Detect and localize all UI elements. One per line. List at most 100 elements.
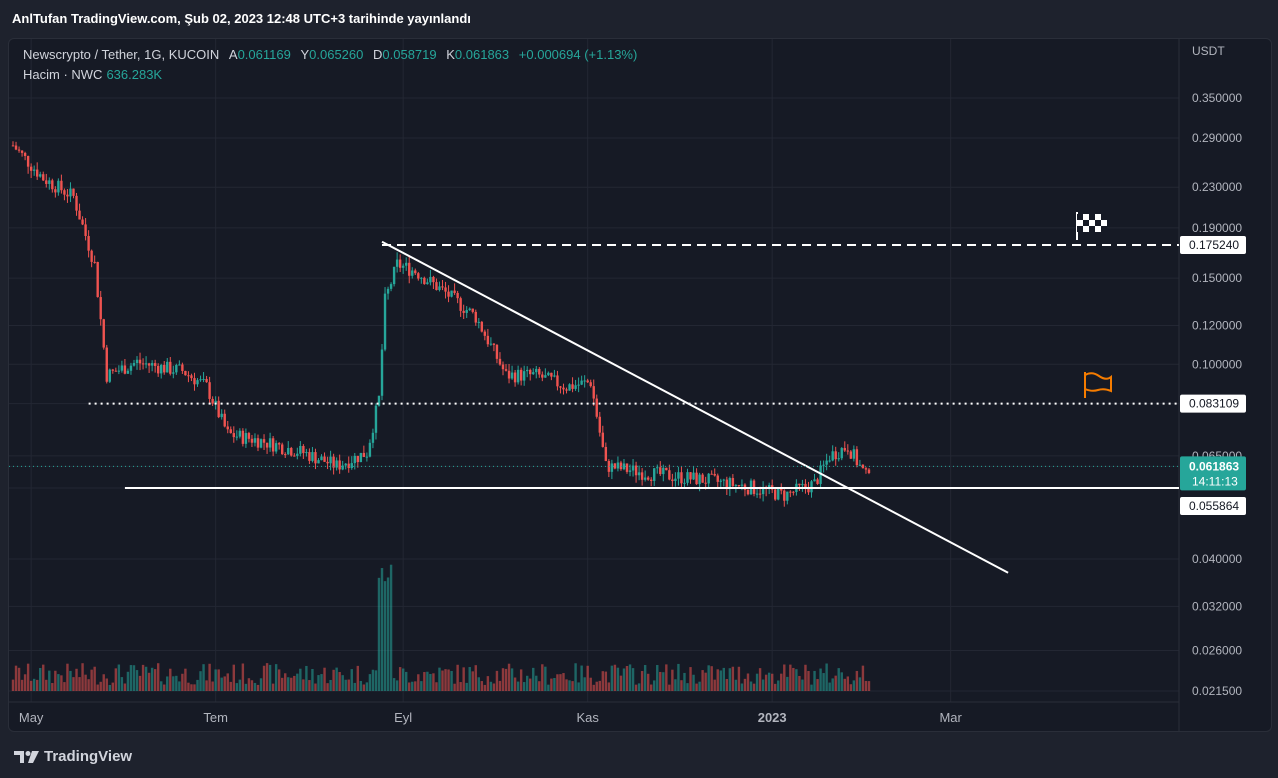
- volume-bar: [135, 670, 139, 691]
- candle-body: [837, 458, 840, 460]
- volume-bar: [371, 669, 375, 691]
- candle-body: [486, 335, 490, 345]
- candle-body: [17, 149, 21, 151]
- candle-body: [350, 463, 353, 469]
- candle-body: [226, 426, 229, 430]
- volume-bar: [792, 667, 795, 691]
- volume-bar: [356, 665, 360, 691]
- volume-bar: [562, 673, 565, 691]
- candle-body: [268, 438, 272, 448]
- candle-body: [447, 291, 450, 297]
- candle-body: [386, 288, 390, 294]
- candle-body: [280, 444, 284, 455]
- candle-body: [525, 369, 529, 372]
- volume-bar: [656, 665, 659, 691]
- candle-body: [96, 261, 99, 298]
- volume-bar: [471, 671, 474, 691]
- candle-body: [163, 364, 166, 373]
- volume-bar: [510, 668, 514, 691]
- volume-legend[interactable]: Hacim · NWC 636.283K: [23, 67, 162, 82]
- volume-bar: [277, 669, 281, 691]
- candle-body: [274, 443, 278, 452]
- candle-body: [662, 467, 665, 475]
- candle-body: [202, 378, 205, 380]
- volume-bar: [296, 673, 299, 691]
- tradingview-logo[interactable]: TradingView: [14, 748, 132, 765]
- volume-bar: [686, 683, 689, 691]
- checkered-flag-icon: [1077, 214, 1107, 232]
- candle-body: [187, 375, 190, 377]
- candle-body: [689, 472, 692, 480]
- candle-body: [329, 456, 332, 464]
- candle-body: [420, 277, 423, 279]
- volume-bar: [205, 680, 208, 691]
- volume-bar: [677, 663, 680, 691]
- volume-bar: [522, 682, 526, 691]
- candle-body: [810, 481, 813, 493]
- symbol-legend[interactable]: Newscrypto / Tether, 1G, KUCOIN A0.06116…: [23, 47, 637, 62]
- candle-body: [507, 370, 511, 379]
- volume-bar: [843, 678, 846, 691]
- volume-bar: [447, 669, 450, 691]
- candle-body: [35, 169, 39, 177]
- support-high-price-label: 0.083109: [1189, 397, 1239, 411]
- volume-bar: [323, 667, 326, 691]
- volume-bar: [93, 666, 96, 691]
- price-tick-label: 0.190000: [1192, 221, 1242, 235]
- volume-bar: [411, 681, 414, 691]
- candle-body: [29, 166, 33, 171]
- candle-body: [610, 463, 614, 472]
- candle-body: [774, 489, 777, 500]
- volume-bar: [574, 663, 577, 691]
- candle-body: [725, 479, 729, 489]
- checkered-flag-icon: [1077, 214, 1083, 220]
- volume-bar: [598, 680, 601, 691]
- candle-body: [846, 450, 850, 452]
- volume-bar: [450, 670, 453, 691]
- volume-bar: [284, 673, 287, 691]
- candle-body: [683, 482, 686, 484]
- volume-bar: [20, 679, 24, 691]
- candle-body: [314, 452, 317, 464]
- volume-bar: [144, 666, 148, 691]
- candle-body: [801, 483, 804, 486]
- candle-body: [532, 372, 535, 375]
- candle-body: [120, 365, 124, 371]
- candle-body: [704, 482, 707, 484]
- volume-bar: [84, 674, 87, 691]
- volume-bar: [441, 670, 444, 691]
- volume-bar: [519, 669, 523, 691]
- candle-body: [831, 451, 834, 461]
- volume-bar: [825, 663, 828, 691]
- price-chart[interactable]: 0.350000 0.290000 0.230000 0.190000 0.150000…: [9, 39, 1271, 731]
- volume-label: Hacim · NWC: [23, 67, 103, 82]
- chart-panel[interactable]: 0.350000 0.290000 0.230000 0.190000 0.150000…: [8, 38, 1272, 732]
- candle-body: [48, 180, 51, 184]
- volume-bar: [577, 682, 580, 691]
- volume-bar: [193, 684, 196, 691]
- candle-body: [816, 479, 819, 484]
- volume-bar: [595, 681, 598, 691]
- candle-body: [63, 190, 66, 195]
- candle-body: [713, 473, 716, 476]
- volume-bar: [250, 680, 254, 691]
- candle-body: [69, 188, 72, 197]
- volume-bar: [864, 680, 868, 691]
- volume-bar: [755, 673, 759, 691]
- volume-bar: [344, 679, 347, 691]
- volume-bar: [713, 679, 716, 691]
- candle-body: [541, 374, 544, 378]
- candle-body: [332, 456, 335, 468]
- candle-body: [852, 449, 856, 459]
- volume-bar: [695, 683, 698, 691]
- volume-bar: [262, 665, 266, 691]
- volume-bar: [743, 678, 747, 691]
- candle-body: [559, 386, 562, 388]
- volume-bar: [429, 673, 432, 691]
- candle-body: [586, 380, 589, 383]
- volume-bar: [780, 673, 783, 691]
- volume-bar: [616, 667, 620, 691]
- candle-body: [290, 447, 293, 456]
- volume-bar: [571, 681, 574, 691]
- volume-bar: [634, 684, 638, 691]
